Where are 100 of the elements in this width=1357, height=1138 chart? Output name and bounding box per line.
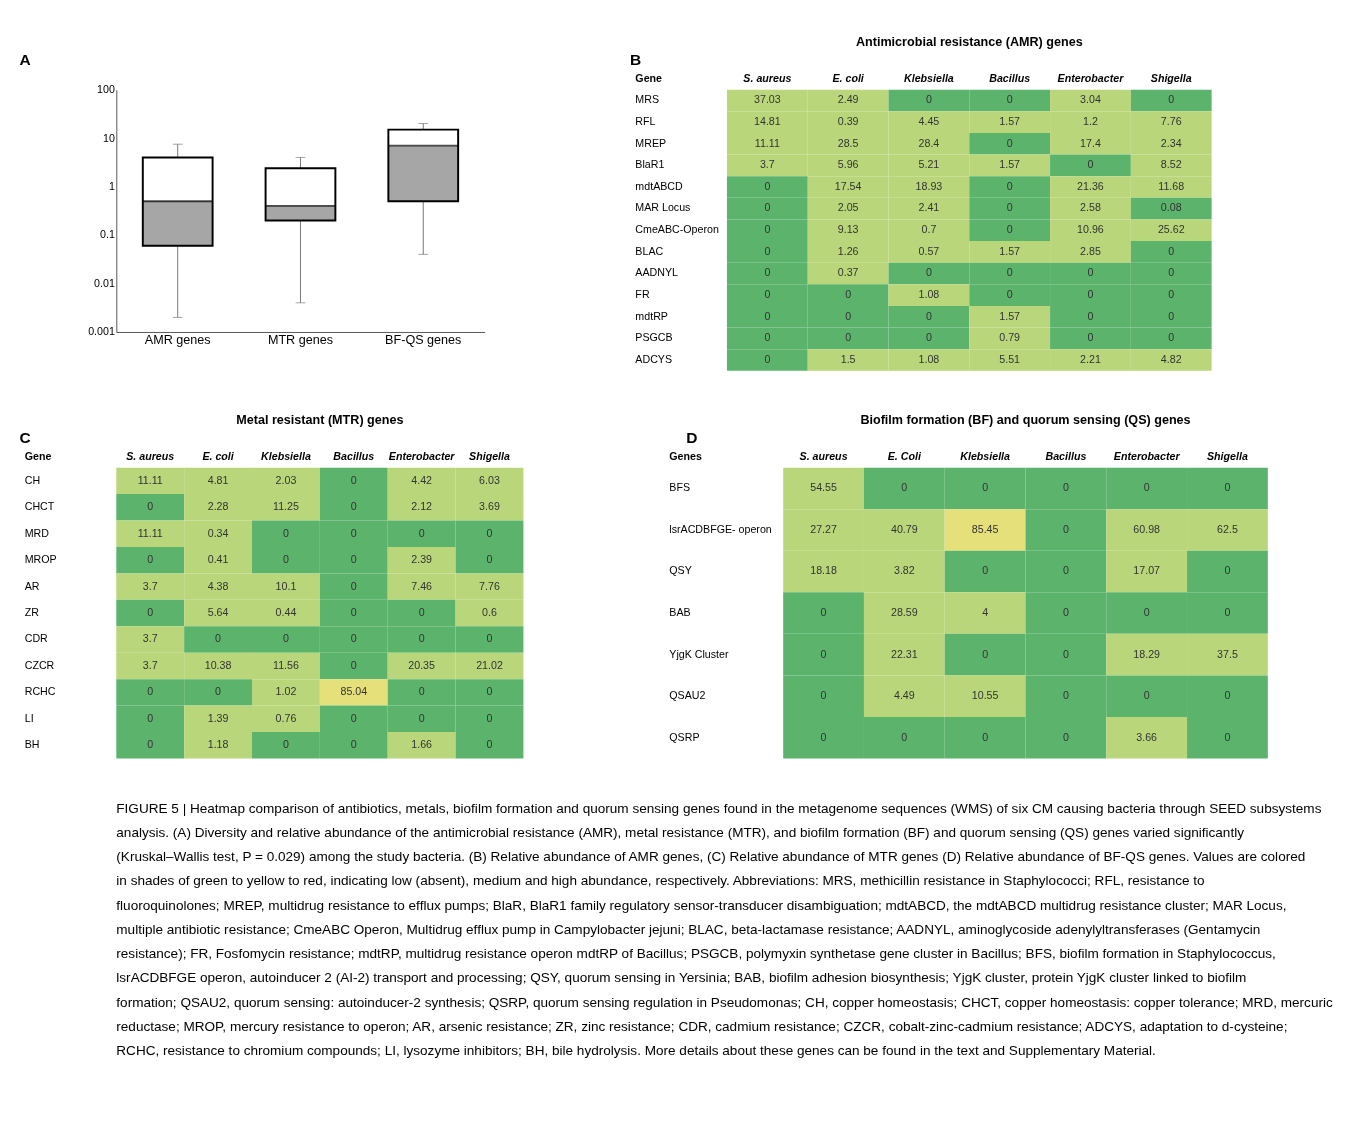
y-tick-label: CH	[24, 473, 41, 486]
data-label: 18.93	[915, 179, 943, 192]
data-label: 0.08	[1160, 201, 1182, 214]
data-label: 0.79	[999, 331, 1021, 344]
y-tick-label: MAR Locus	[635, 201, 691, 214]
data-label: 17.07	[1133, 564, 1161, 577]
data-label: 0	[147, 553, 154, 566]
y-tick-label: CmeABC-Operon	[635, 223, 719, 236]
data-label: 0.39	[837, 115, 859, 128]
x-tick-label: Shigella	[1150, 72, 1192, 85]
data-label: 0.57	[918, 244, 940, 257]
data-label: 0	[764, 352, 771, 365]
x-tick-label: BF-QS genes	[385, 333, 462, 348]
data-label: 0	[764, 331, 771, 344]
data-label: 1.08	[918, 352, 940, 365]
data-label: 2.41	[918, 201, 940, 214]
data-label: 3.82	[893, 564, 915, 577]
data-label: 0	[1087, 309, 1094, 322]
x-tick-label: S. aureus	[799, 450, 848, 463]
data-label: 0	[350, 711, 357, 724]
y-axis-title: Genes	[669, 450, 702, 463]
data-label: 0	[982, 647, 989, 660]
x-tick-label: Enterobacter	[1113, 450, 1181, 463]
x-tick-label: AMR genes	[144, 333, 211, 348]
data-label: 0	[1006, 266, 1013, 279]
data-label: 3.7	[142, 658, 158, 671]
data-label: 0	[147, 711, 154, 724]
data-label: 0	[1224, 689, 1231, 702]
x-tick-label: E. coli	[832, 72, 865, 85]
y-tick-label: AR	[24, 579, 40, 592]
data-label: 0	[1062, 522, 1069, 535]
data-label: 0	[982, 481, 989, 494]
data-label: 5.21	[918, 158, 940, 171]
data-label: 2.58	[1080, 201, 1101, 214]
y-tick-label: MRD	[24, 526, 50, 539]
data-label: 2.12	[411, 500, 433, 513]
data-label: 0.6	[482, 605, 497, 618]
y-tick-label: BlaR1	[635, 158, 665, 171]
data-label: 0	[1168, 309, 1175, 322]
data-label: 0	[350, 658, 357, 671]
data-label: 11.11	[754, 136, 780, 149]
y-tick-label: BFS	[669, 481, 691, 494]
data-label: 0	[764, 266, 771, 279]
data-label: 5.64	[207, 605, 229, 618]
data-label: 25.62	[1157, 223, 1185, 236]
data-label: 62.5	[1217, 522, 1238, 535]
data-label: 1.39	[207, 711, 229, 724]
data-label: 0	[350, 738, 357, 751]
data-label: 0	[418, 632, 425, 645]
data-label: 0	[820, 689, 827, 702]
data-label: 4.38	[207, 579, 229, 592]
data-label: 4.45	[918, 115, 940, 128]
data-label: 0	[1224, 605, 1231, 618]
data-label: 0	[282, 526, 289, 539]
data-label: 0	[350, 605, 357, 618]
x-tick-label: Bacillus	[333, 450, 375, 463]
data-label: 0	[1168, 331, 1175, 344]
data-label: 0	[215, 685, 222, 698]
data-label: 4.81	[207, 473, 229, 486]
y-tick-label: CDR	[24, 632, 49, 645]
y-tick-label: 0.001	[88, 325, 115, 338]
data-label: 0	[982, 730, 989, 743]
y-tick-label: mdtRP	[635, 309, 668, 322]
x-tick-label: Bacillus	[989, 72, 1031, 85]
data-label: 0	[845, 287, 852, 300]
data-label: 4	[982, 605, 989, 618]
y-tick-label: 0.01	[94, 276, 115, 289]
text: C	[19, 429, 31, 447]
data-label: 21.02	[476, 658, 503, 671]
data-label: 0	[1168, 287, 1175, 300]
data-label: 7.76	[479, 579, 500, 592]
x-tick-label: S. aureus	[743, 72, 792, 85]
y-tick-label: QSY	[669, 564, 692, 577]
data-label: 0	[1062, 564, 1069, 577]
data-label: 0	[1087, 287, 1094, 300]
x-tick-label: E. coli	[202, 450, 235, 463]
data-label: 1.18	[207, 738, 229, 751]
data-label: 0	[486, 711, 493, 724]
data-label: 1.57	[999, 115, 1021, 128]
y-tick-label: 100	[97, 83, 115, 96]
text: A	[19, 51, 31, 69]
data-label: 0	[925, 309, 932, 322]
data-label: 0	[486, 632, 493, 645]
data-label: 0	[764, 309, 771, 322]
data-label: 2.21	[1080, 352, 1101, 365]
data-label: 1.2	[1083, 115, 1098, 128]
x-tick-label: S. aureus	[126, 450, 175, 463]
y-tick-label: mdtABCD	[635, 179, 684, 192]
data-label: 1.26	[837, 244, 859, 257]
data-label: 2.28	[207, 500, 229, 513]
y-tick-label: CZCR	[24, 658, 55, 671]
data-label: 0	[1224, 730, 1231, 743]
data-label: 2.34	[1160, 136, 1182, 149]
data-label: 0	[1143, 605, 1150, 618]
data-label: 37.5	[1217, 647, 1238, 660]
x-tick-label: Enterobacter	[1057, 72, 1125, 85]
data-label: 22.31	[891, 647, 918, 660]
data-label: 10.96	[1077, 223, 1104, 236]
data-label: 1.02	[275, 685, 297, 698]
data-label: 0	[418, 605, 425, 618]
